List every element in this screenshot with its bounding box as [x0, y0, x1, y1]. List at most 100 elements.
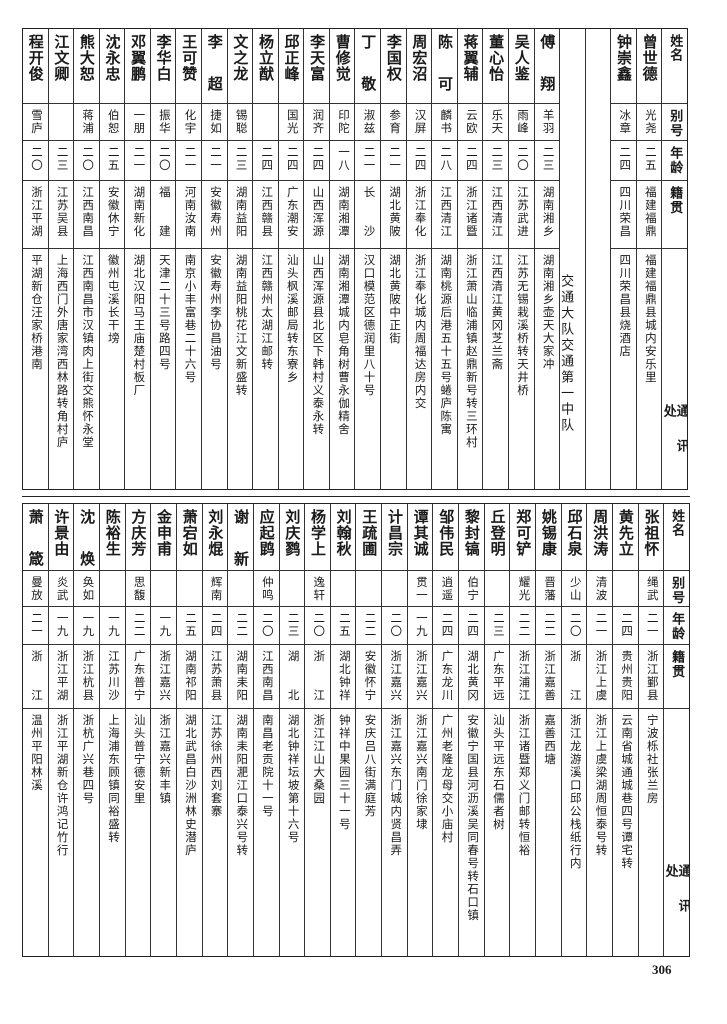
alias-cell: 羊羽 — [534, 104, 560, 141]
person-column: 钟崇鑫 冰章 二四 四川荣昌 四川荣昌县烧酒店 — [610, 29, 636, 489]
origin-text: 山西浑源 — [311, 186, 324, 238]
alias-cell: 绳武 — [638, 571, 664, 607]
name-cell: 刘永焜 — [202, 504, 228, 571]
alias-cell: 逍遥 — [433, 571, 459, 607]
alias-cell: 国光 — [278, 104, 304, 141]
name-text: 邹伟民 — [437, 509, 456, 557]
name-cell: 刘翰秋 — [330, 504, 356, 571]
origin-cell: 浙江上虞 — [587, 645, 613, 709]
origin-cell: 湖北 — [279, 645, 305, 709]
origin-cell: 浙江 — [22, 645, 48, 709]
addr-cell: 浙江嘉兴新丰镇 — [151, 709, 176, 956]
age-cell: 二四 — [459, 607, 484, 645]
person-column: 李超 捷如 二一 安徽寿州 安徽寿州李协昌油号 — [201, 29, 227, 489]
age-text: 二〇 — [312, 612, 325, 638]
alias-text: 国光 — [285, 109, 298, 135]
name-text: 刘永焜 — [206, 509, 225, 557]
alias-text: 乐天 — [490, 109, 503, 135]
name-text: 曹修觉 — [333, 34, 352, 82]
age-text: 二〇 — [157, 146, 170, 172]
addr-cell: 安徽寿州李协昌油号 — [202, 249, 227, 489]
addr-text: 江西南昌市汉镇肉上街交熊怀永堂 — [81, 254, 94, 449]
alias-cell — [330, 571, 356, 607]
origin-text: 湖北黄冈 — [466, 650, 479, 702]
name-text: 邱石泉 — [565, 509, 584, 557]
name-text: 郑可铲 — [514, 509, 533, 557]
addr-text: 浙江萧山临浦镇赵鼎新号转三环村 — [464, 254, 477, 449]
alias-cell — [484, 571, 510, 607]
name-cell: 萧宕如 — [176, 504, 202, 571]
age-cell: 一九 — [74, 607, 99, 645]
hdr origin-cell: 籍贯 — [664, 645, 689, 709]
age-cell: 二二 — [536, 607, 561, 645]
name-cell: 周洪涛 — [587, 504, 613, 571]
age-cell: 一九 — [151, 607, 176, 645]
alias-text: 奂如 — [81, 576, 94, 602]
alias-text: 蒋浦 — [81, 109, 94, 135]
person-column: 文之龙 锡聪 二三 湖南益阳 湖南益阳桃花江文新盛转 — [226, 29, 253, 489]
origin-cell: 山西浑源 — [304, 181, 329, 249]
alias-cell: 雨峰 — [508, 104, 534, 141]
origin-text: 四川荣昌 — [618, 186, 631, 238]
name-text: 许景由 — [52, 509, 71, 557]
addr-text: 湖南湘潭城内皂角树曹永伽精舍 — [336, 254, 349, 436]
name-cell: 邱正峰 — [278, 29, 304, 104]
origin-text: 浙江上虞 — [594, 650, 607, 702]
age-cell: 二四 — [278, 141, 304, 181]
alias-cell: 化宇 — [176, 104, 202, 141]
age-cell: 二四 — [433, 607, 459, 645]
person-column: 黎封镐 伯宁 二四 湖北黄冈 安徽宁国县河沥溪吴同春号转石口镇 — [458, 504, 484, 956]
age-text: 二一 — [645, 612, 658, 638]
person-column: 邱石泉 少山 二〇 浙江 浙江龙游溪口邱公栈纸行内 — [560, 504, 587, 956]
origin-text: 浙江浦江 — [517, 650, 530, 702]
age-text: 二五 — [183, 612, 196, 638]
age-text: 二二 — [235, 612, 248, 638]
name-cell: 文之龙 — [227, 29, 253, 104]
origin-cell: 江苏川沙 — [99, 645, 125, 709]
name-text: 丁敬 — [359, 34, 378, 92]
addr-cell: 湖南湘乡壶天大家冲 — [535, 249, 560, 489]
origin-cell: 广东龙川 — [433, 645, 459, 709]
origin-text: 江苏吴县 — [55, 186, 68, 238]
name-text: 邱正峰 — [282, 34, 301, 82]
alias-text: 雨峰 — [515, 109, 528, 135]
age-cell: 二四 — [202, 607, 228, 645]
name-cell: 江文卿 — [48, 29, 74, 104]
name-cell: 熊大恕 — [74, 29, 99, 104]
age-text: 二四 — [311, 146, 324, 172]
name-cell: 王疏圃 — [356, 504, 382, 571]
origin-cell: 浙江嘉兴 — [151, 645, 176, 709]
alias-cell: 捷如 — [202, 104, 227, 141]
name-cell: 黄先立 — [613, 504, 638, 571]
name-cell: 沈永忠 — [99, 29, 125, 104]
name-text: 程开俊 — [26, 34, 45, 82]
name-cell: 傅翔 — [534, 29, 560, 104]
addr-cell: 湖北黄陂中正街 — [381, 249, 406, 489]
alias-cell: 振华 — [150, 104, 176, 141]
age-cell: 二四 — [304, 141, 329, 181]
section-label-column: 交通大队交通第一中队 — [559, 29, 585, 489]
age-text: 二一 — [209, 146, 222, 172]
name-text: 王可赞 — [180, 34, 199, 82]
name-text: 萧宕如 — [180, 509, 199, 557]
origin-text: 江苏川沙 — [106, 650, 119, 702]
name-cell: 邹伟民 — [433, 504, 459, 571]
hdr origin-text: 籍贯 — [669, 650, 685, 679]
hdr alias-cell: 别号 — [664, 571, 689, 607]
age-cell: 二〇 — [253, 607, 279, 645]
alias-cell — [228, 571, 253, 607]
age-text: 一九 — [81, 612, 94, 638]
alias-cell: 光尧 — [636, 104, 662, 141]
addr-text: 温州平阳林溪 — [30, 714, 43, 792]
name-cell: 陈裕生 — [99, 504, 125, 571]
hdr addr-cell: 通讯处 — [664, 709, 689, 956]
addr-cell: 上海浦东顾镇同裕盛转 — [100, 709, 125, 956]
name-text: 李超 — [205, 34, 224, 92]
age-text: 二一 — [183, 146, 196, 172]
age-cell: 一八 — [329, 141, 355, 181]
age-cell: 二一 — [381, 141, 406, 181]
origin-text: 浙江杭县 — [81, 650, 94, 702]
origin-cell: 湖北黄陂 — [381, 181, 406, 249]
origin-text: 浙江 — [30, 650, 43, 702]
alias-text: 润齐 — [311, 109, 324, 135]
